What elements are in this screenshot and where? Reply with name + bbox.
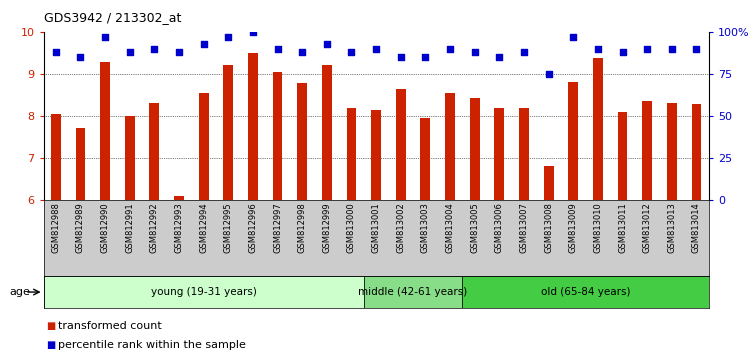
Point — [469, 49, 481, 55]
Text: GSM812990: GSM812990 — [100, 202, 109, 253]
Text: GSM813010: GSM813010 — [593, 202, 602, 253]
Bar — [470, 98, 479, 200]
Bar — [346, 108, 356, 200]
Point — [494, 54, 506, 60]
Text: transformed count: transformed count — [58, 321, 162, 331]
Point — [518, 49, 530, 55]
Text: GSM813009: GSM813009 — [568, 202, 578, 253]
Point — [74, 54, 86, 60]
Bar — [421, 118, 430, 200]
Point — [296, 49, 308, 55]
Text: GSM812999: GSM812999 — [322, 202, 332, 253]
Text: GSM813004: GSM813004 — [446, 202, 454, 253]
Bar — [124, 116, 135, 200]
Bar — [174, 196, 184, 200]
Bar — [494, 108, 504, 200]
Text: GSM812992: GSM812992 — [150, 202, 159, 253]
Text: young (19-31 years): young (19-31 years) — [151, 287, 256, 297]
Text: ■: ■ — [46, 321, 55, 331]
Bar — [593, 58, 603, 200]
Point — [691, 46, 703, 52]
Text: percentile rank within the sample: percentile rank within the sample — [58, 340, 246, 350]
Point — [173, 49, 185, 55]
Text: GSM813012: GSM813012 — [643, 202, 652, 253]
Bar — [273, 72, 283, 200]
Text: GSM812993: GSM812993 — [175, 202, 184, 253]
Text: GSM813013: GSM813013 — [668, 202, 676, 253]
Bar — [462, 276, 709, 308]
Point — [616, 49, 628, 55]
Text: GSM812995: GSM812995 — [224, 202, 232, 253]
Point — [222, 34, 234, 40]
Point — [198, 41, 210, 46]
Text: GSM813007: GSM813007 — [520, 202, 529, 253]
Text: GSM813003: GSM813003 — [421, 202, 430, 253]
Point — [148, 46, 160, 52]
Point — [247, 29, 259, 35]
Text: middle (42-61 years): middle (42-61 years) — [358, 287, 468, 297]
Bar — [248, 53, 258, 200]
Text: GSM813011: GSM813011 — [618, 202, 627, 253]
Point — [124, 49, 136, 55]
Bar — [149, 103, 159, 200]
Bar — [224, 65, 233, 200]
Bar — [44, 276, 364, 308]
Text: old (65-84 years): old (65-84 years) — [541, 287, 630, 297]
Bar — [371, 110, 381, 200]
Bar — [445, 93, 455, 200]
Text: GSM813014: GSM813014 — [692, 202, 701, 253]
Bar — [396, 88, 406, 200]
Bar — [692, 104, 701, 200]
Point — [370, 46, 382, 52]
Bar — [100, 62, 110, 200]
Point — [346, 49, 358, 55]
Bar — [544, 166, 554, 200]
Point — [444, 46, 456, 52]
Text: GSM812988: GSM812988 — [51, 202, 60, 253]
Text: age: age — [10, 287, 31, 297]
Bar — [51, 114, 61, 200]
Bar — [667, 103, 676, 200]
Bar — [519, 108, 529, 200]
Point — [567, 34, 579, 40]
Text: GSM813006: GSM813006 — [495, 202, 504, 253]
Bar — [568, 82, 578, 200]
Text: GSM812996: GSM812996 — [248, 202, 257, 253]
Bar — [322, 65, 332, 200]
Bar — [199, 93, 208, 200]
Point — [99, 34, 111, 40]
Text: GSM813002: GSM813002 — [396, 202, 405, 253]
Text: GSM813005: GSM813005 — [470, 202, 479, 253]
Bar — [76, 128, 86, 200]
Bar — [364, 276, 462, 308]
Text: GSM813000: GSM813000 — [347, 202, 356, 253]
Text: GSM813008: GSM813008 — [544, 202, 553, 253]
Point — [419, 54, 431, 60]
Bar — [297, 83, 307, 200]
Text: GSM812998: GSM812998 — [298, 202, 307, 253]
Bar — [642, 101, 652, 200]
Point — [394, 54, 406, 60]
Text: ■: ■ — [46, 340, 55, 350]
Point — [666, 46, 678, 52]
Text: GSM812997: GSM812997 — [273, 202, 282, 253]
Point — [50, 49, 62, 55]
Text: GSM813001: GSM813001 — [372, 202, 380, 253]
Point — [641, 46, 653, 52]
Text: GSM812991: GSM812991 — [125, 202, 134, 253]
Point — [542, 71, 554, 77]
Text: GSM812994: GSM812994 — [200, 202, 208, 253]
Text: GSM812989: GSM812989 — [76, 202, 85, 253]
Point — [592, 46, 604, 52]
Bar — [617, 112, 628, 200]
Point — [321, 41, 333, 46]
Text: GDS3942 / 213302_at: GDS3942 / 213302_at — [44, 11, 181, 24]
Point — [272, 46, 284, 52]
